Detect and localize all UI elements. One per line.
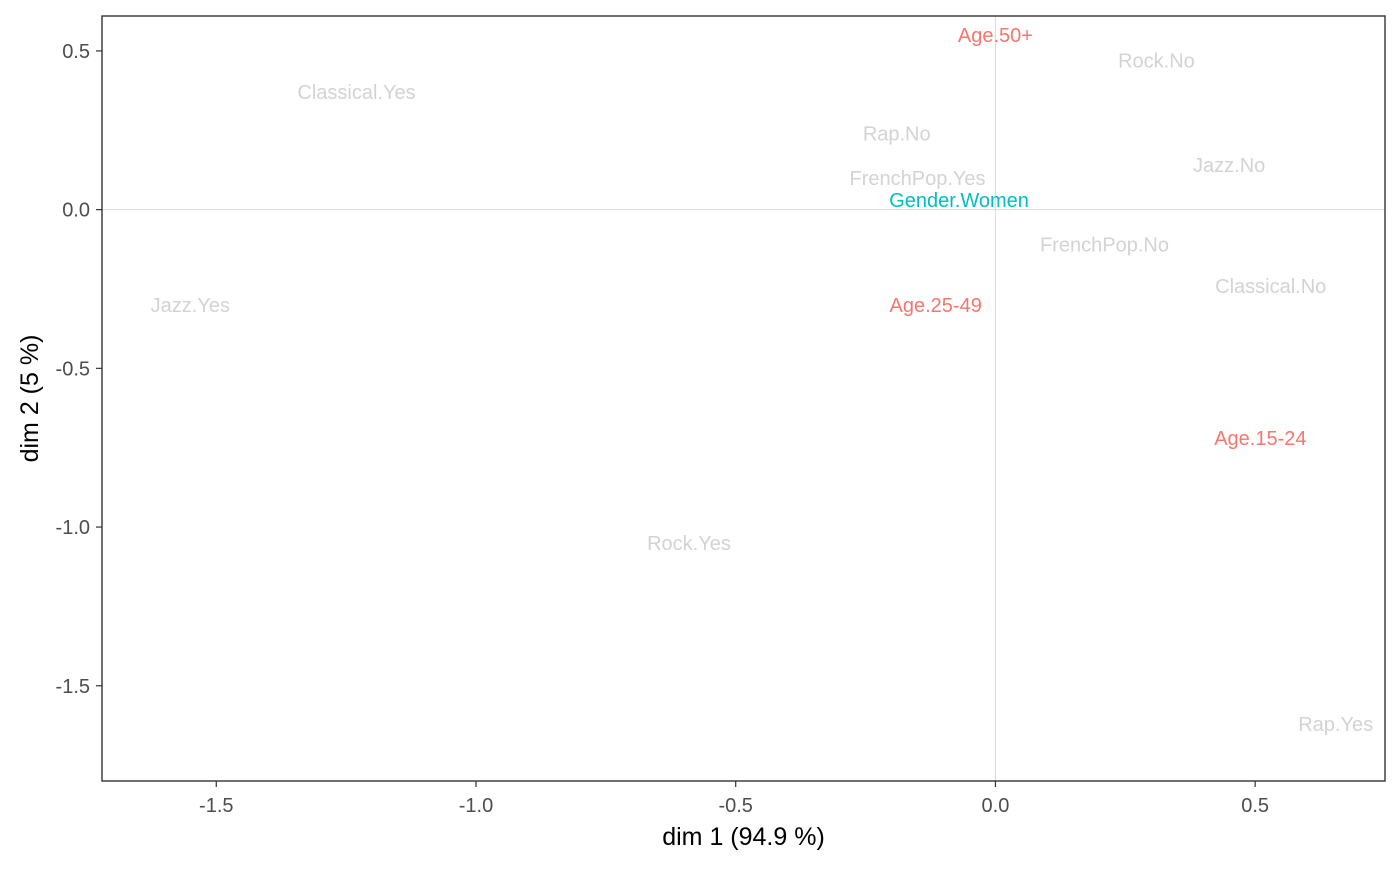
point-label: Age.25-49 xyxy=(890,295,982,317)
point-label: Age.50+ xyxy=(958,25,1033,47)
point-label: Rap.Yes xyxy=(1298,714,1373,736)
point-label: Classical.Yes xyxy=(297,82,415,104)
point-label: Jazz.Yes xyxy=(151,295,230,317)
point-labels: Age.50+ Rock.No Classical.Yes Rap.No Jazz.No… xyxy=(151,25,1373,736)
x-tick-label: -1.0 xyxy=(459,795,493,817)
y-axis: 0.5 0.0 -0.5 -1.0 -1.5 xyxy=(56,41,102,698)
y-tick-label: -0.5 xyxy=(56,358,90,380)
x-tick-label: 0.0 xyxy=(982,795,1010,817)
point-label: Jazz.No xyxy=(1193,155,1265,177)
point-label: Classical.No xyxy=(1215,276,1326,298)
y-tick-label: 0.0 xyxy=(62,200,90,222)
x-tick-label: 0.5 xyxy=(1241,795,1269,817)
x-tick-label: -0.5 xyxy=(718,795,752,817)
point-label: Rap.No xyxy=(863,123,931,145)
plot-panel-border xyxy=(101,15,1386,782)
y-axis-title: dim 2 (5 %) xyxy=(16,335,44,463)
point-label: Gender.Women xyxy=(889,190,1029,212)
point-label: Rock.No xyxy=(1118,50,1195,72)
point-label: FrenchPop.Yes xyxy=(850,168,986,190)
reference-lines xyxy=(102,16,1385,781)
y-tick-label: 0.5 xyxy=(62,41,90,63)
x-tick-label: -1.5 xyxy=(199,795,233,817)
x-axis: -1.5 -1.0 -0.5 0.0 0.5 xyxy=(199,781,1269,817)
point-label: Rock.Yes xyxy=(647,533,731,555)
point-label: Age.15-24 xyxy=(1214,428,1306,450)
y-tick-label: -1.0 xyxy=(56,517,90,539)
y-tick-label: -1.5 xyxy=(56,676,90,698)
point-label: FrenchPop.No xyxy=(1040,235,1169,257)
x-axis-title: dim 1 (94.9 %) xyxy=(662,823,825,851)
